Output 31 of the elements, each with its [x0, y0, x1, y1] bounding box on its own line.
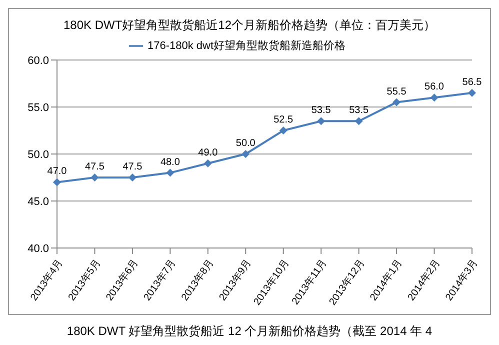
- y-tick-label: 40.0: [28, 242, 49, 255]
- y-tick-label: 55.0: [28, 102, 49, 114]
- point: [242, 150, 250, 158]
- data-label: 48.0: [160, 156, 180, 168]
- data-label: 47.0: [47, 166, 68, 178]
- data-label: 47.5: [84, 162, 105, 172]
- legend-label: 176-180k dwt好望角型散货船新造船价格: [147, 40, 346, 52]
- data-label: 49.0: [198, 147, 218, 158]
- point: [354, 117, 363, 126]
- data-label: 56.5: [462, 76, 482, 88]
- point: [317, 117, 326, 126]
- y-tick-label: 60.0: [28, 54, 49, 67]
- point: [166, 168, 174, 177]
- text: 180K DWT 好望角型散货船近 12 个月新船价格趋势（截至 2014 年 4: [66, 323, 434, 340]
- point: [430, 94, 438, 102]
- y-tick-label: 45.0: [28, 196, 49, 208]
- data-label: 56.0: [424, 82, 444, 93]
- point: [90, 174, 99, 182]
- data-label: 50.0: [236, 138, 256, 149]
- data-label: 52.5: [274, 114, 294, 126]
- point: [392, 98, 401, 106]
- chart-title: 180K DWT好望角型散货船近12个月新船价格趋势（单位：百万美元）: [62, 17, 437, 34]
- data-label: 53.5: [311, 105, 332, 116]
- data-label: 47.5: [122, 162, 143, 172]
- point: [53, 178, 61, 186]
- point: [279, 126, 288, 134]
- data-label: 53.5: [349, 105, 369, 116]
- y-tick-label: 50.0: [28, 148, 49, 161]
- point: [204, 159, 212, 168]
- point: [468, 88, 476, 97]
- data-label: 55.5: [386, 86, 407, 98]
